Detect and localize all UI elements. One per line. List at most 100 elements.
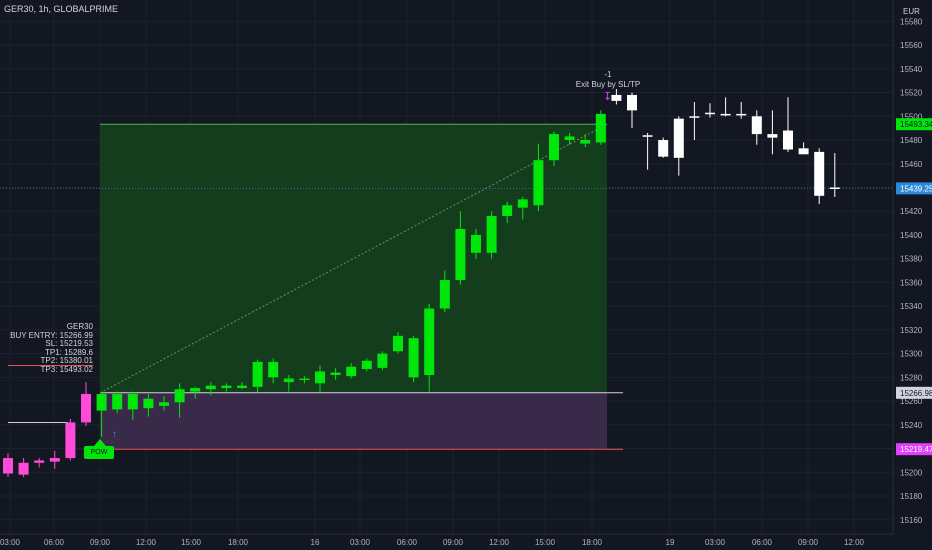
info-line-tp2: TP2: 15380.01	[40, 356, 93, 366]
candle-body	[642, 135, 653, 137]
price-tag-label: 15266.98	[900, 389, 932, 398]
time-tick-label: 09:00	[90, 538, 111, 547]
candle-body	[533, 160, 544, 206]
candle-body	[736, 113, 747, 116]
exit-text: Exit Buy by SL/TP	[575, 80, 641, 89]
time-tick-label: 09:00	[798, 538, 819, 547]
candle-body	[424, 308, 435, 375]
info-line-sl: SL: 15219.53	[45, 339, 93, 349]
info-line-tp1: TP1: 15289.6	[44, 347, 93, 357]
candle-body	[299, 378, 310, 381]
time-tick-label: 12:00	[844, 538, 865, 547]
price-tag	[896, 386, 932, 399]
candle-body	[190, 388, 201, 392]
candle-body	[268, 361, 279, 378]
price-tick-label: 15300	[900, 350, 923, 359]
price-tick-label: 15160	[900, 516, 923, 525]
candle-body	[159, 402, 169, 406]
candle-body	[595, 113, 606, 143]
time-tick-label: 03:00	[0, 538, 21, 547]
time-tick-label: 16	[311, 538, 320, 547]
candle-body	[783, 130, 793, 150]
price-tag-label: 15219.47	[900, 445, 932, 454]
candle-body	[65, 422, 76, 459]
price-tick-label: 15460	[900, 160, 923, 169]
price-tick-label: 15280	[900, 373, 923, 382]
candle-body	[705, 112, 715, 115]
candle-body	[549, 134, 559, 161]
time-tick-label: 06:00	[397, 538, 418, 547]
candle-body	[814, 151, 825, 196]
exit-count: -1	[604, 70, 612, 79]
time-tick-label: 18:00	[582, 538, 603, 547]
price-tick-label: 15320	[900, 326, 923, 335]
price-tick-label: 15580	[900, 17, 923, 26]
price-tag	[896, 443, 932, 456]
candle-body	[455, 229, 466, 281]
candle-body	[377, 353, 388, 368]
price-tick-label: 15360	[900, 278, 923, 287]
price-tick-label: 15200	[900, 468, 923, 477]
candle-body	[49, 458, 60, 462]
candle-body	[627, 94, 637, 111]
candle-body	[237, 385, 247, 389]
time-tick-label: 12:00	[489, 538, 510, 547]
price-tick-label: 15400	[900, 231, 923, 240]
candle-body	[751, 116, 762, 135]
candle-body	[283, 378, 294, 383]
exit-signal-label: -1 Exit Buy by SL/TP	[560, 70, 656, 90]
price-tick-label: 15180	[900, 492, 923, 501]
price-tick-label: 15420	[900, 207, 923, 216]
time-tick-label: 15:00	[181, 538, 202, 547]
price-tick-label: 15520	[900, 89, 923, 98]
candle-body	[658, 140, 669, 157]
price-tick-label: 15480	[900, 136, 923, 145]
candle-body	[439, 280, 450, 309]
time-tick-label: 06:00	[752, 538, 773, 547]
candle-body	[3, 458, 13, 474]
candle-body	[361, 360, 372, 370]
price-tick-label: 15380	[900, 255, 923, 264]
symbol-title[interactable]: GER30, 1h, GLOBALPRIME	[4, 4, 119, 14]
time-tick-label: 18:00	[228, 538, 249, 547]
candle-body	[798, 148, 809, 155]
candle-body	[408, 338, 419, 378]
candle-body	[96, 393, 107, 411]
candle-body	[330, 372, 341, 375]
buy-signal-badge: POW Buy	[84, 439, 114, 469]
price-tag-label: 15493.34	[900, 120, 932, 129]
price-tick-label: 15540	[900, 65, 923, 74]
time-tick-label: 09:00	[443, 538, 464, 547]
info-line-tp3: TP3: 15493.02	[40, 364, 93, 374]
candle-body	[611, 94, 622, 101]
price-tick-label: 15500	[900, 112, 923, 121]
currency-label: EUR	[903, 7, 920, 16]
candle-body	[517, 199, 528, 208]
candle-body	[81, 393, 91, 423]
candle-body	[18, 462, 29, 475]
candle-body	[143, 398, 154, 409]
price-tag	[896, 118, 932, 131]
candle-body	[221, 385, 232, 389]
candle-body	[580, 140, 591, 144]
time-tick-label: 15:00	[535, 538, 556, 547]
info-line-entry: BUY ENTRY: 15266.99	[10, 330, 93, 340]
candle-body	[252, 361, 263, 387]
price-tick-label: 15240	[900, 421, 923, 430]
candle-body	[315, 371, 325, 384]
candle-body	[471, 234, 481, 253]
candle-body	[673, 118, 684, 158]
time-tick-label: 06:00	[44, 538, 65, 547]
time-tick-label: 03:00	[705, 538, 726, 547]
candle-body	[829, 187, 840, 189]
profit-zone	[100, 124, 607, 393]
candle-body	[767, 134, 778, 138]
candle-body	[486, 215, 497, 253]
candle-body	[127, 393, 138, 410]
candle-body	[205, 385, 216, 390]
time-tick-label: 19	[666, 538, 675, 547]
candle-body	[393, 335, 403, 352]
candle-body	[346, 366, 357, 377]
candle-body	[689, 116, 700, 118]
